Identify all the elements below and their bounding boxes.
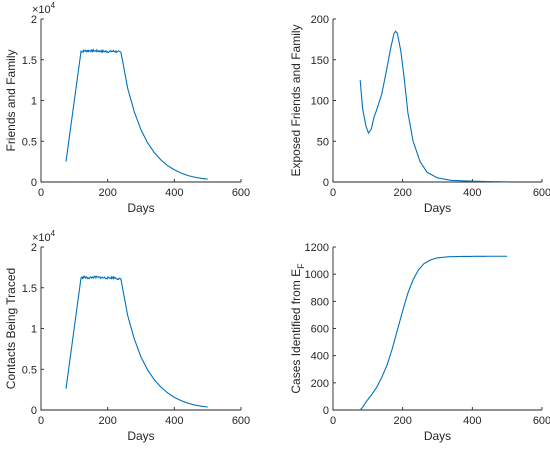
x-tick-label: 400 (165, 187, 183, 199)
x-tick-label: 0 (38, 187, 44, 199)
y-tick-label: 1 (31, 324, 37, 336)
y-exponent-base: ×10 (32, 4, 51, 16)
x-tick-label: 200 (393, 415, 411, 427)
y-tick-label: 0 (31, 177, 37, 189)
y-tick-label: 1.5 (22, 283, 37, 295)
x-tick-label: 600 (533, 187, 550, 199)
x-tick-label: 0 (330, 187, 336, 199)
x-tick-label: 600 (232, 187, 250, 199)
chart-panel-3: 0 200 400 600 0 0.5 1 1.5 2×104 Days Contacts Bein… (4, 229, 250, 443)
x-tick-label: 600 (232, 415, 250, 427)
x-axis-label: Days (424, 429, 451, 443)
y-exponent-power: 4 (51, 1, 56, 10)
y-axis-label: Cases Identified from EF (289, 263, 306, 394)
axes-frame (332, 247, 542, 411)
x-tick-label: 200 (393, 187, 411, 199)
y-tick-label: 0 (323, 405, 329, 417)
y-axis-label-text: Friends and Family (4, 49, 18, 151)
y-tick-label: 1.5 (22, 55, 37, 67)
y-tick-label: 100 (311, 96, 329, 108)
y-axis-label: Contacts Being Traced (4, 268, 18, 389)
x-axis-label: Days (127, 201, 154, 215)
y-tick-label: 0.5 (22, 136, 37, 148)
x-tick-label: 400 (165, 415, 183, 427)
y-tick-label: 600 (311, 324, 329, 336)
y-exponent-power: 4 (51, 229, 56, 238)
y-tick-label: 50 (317, 136, 329, 148)
y-tick-label: 2 (31, 242, 37, 254)
series-line-1 (359, 30, 508, 183)
x-tick-label: 400 (463, 187, 481, 199)
chart-panel-1: 0 200 400 600 0 0.5 1 1.5 2×104 Days Friends and F… (4, 1, 250, 215)
y-tick-label: 400 (311, 351, 329, 363)
y-axis-label: Friends and Family (4, 49, 18, 151)
x-axis-label: Days (424, 201, 451, 215)
y-axis-label: Exposed Friends and Family (289, 24, 303, 176)
y-exponent-base: ×10 (32, 232, 51, 244)
x-tick-label: 0 (330, 415, 336, 427)
y-tick-label: 200 (311, 378, 329, 390)
x-tick-label: 200 (98, 415, 116, 427)
chart-panel-2: 0 200 400 600 0 50 100 150 200 Days Exposed Friend… (289, 14, 550, 215)
x-tick-label: 600 (533, 415, 550, 427)
y-axis-label-subscript: F (296, 263, 306, 269)
axes-frame (332, 19, 542, 183)
x-axis-label: Days (127, 429, 154, 443)
y-tick-label: 0 (323, 177, 329, 189)
y-tick-label: 0 (31, 405, 37, 417)
axes-frame (40, 247, 241, 411)
series-line-1 (65, 275, 208, 408)
axes-frame (40, 19, 241, 183)
x-tick-label: 400 (463, 415, 481, 427)
y-tick-label: 1200 (305, 242, 329, 254)
y-exponent-label: ×104 (32, 1, 56, 16)
y-tick-label: 1000 (305, 269, 329, 281)
series-line-1 (359, 255, 508, 411)
y-tick-label: 800 (311, 296, 329, 308)
y-tick-label: 2 (31, 14, 37, 26)
y-axis-label-text: Cases Identified from E (289, 269, 303, 394)
y-tick-label: 1 (31, 96, 37, 108)
series-line-1 (65, 48, 208, 180)
y-tick-label: 0.5 (22, 364, 37, 376)
y-tick-label: 200 (311, 14, 329, 26)
chart-panel-4: 0 200 400 600 0 200 400 600 800 1000 1200 Days Cases… (289, 242, 550, 443)
x-tick-label: 200 (98, 187, 116, 199)
x-tick-label: 0 (38, 415, 44, 427)
y-exponent-label: ×104 (32, 229, 56, 244)
y-tick-label: 150 (311, 55, 329, 67)
y-axis-label-text: Exposed Friends and Family (289, 24, 303, 176)
y-axis-label-text: Contacts Being Traced (4, 268, 18, 389)
